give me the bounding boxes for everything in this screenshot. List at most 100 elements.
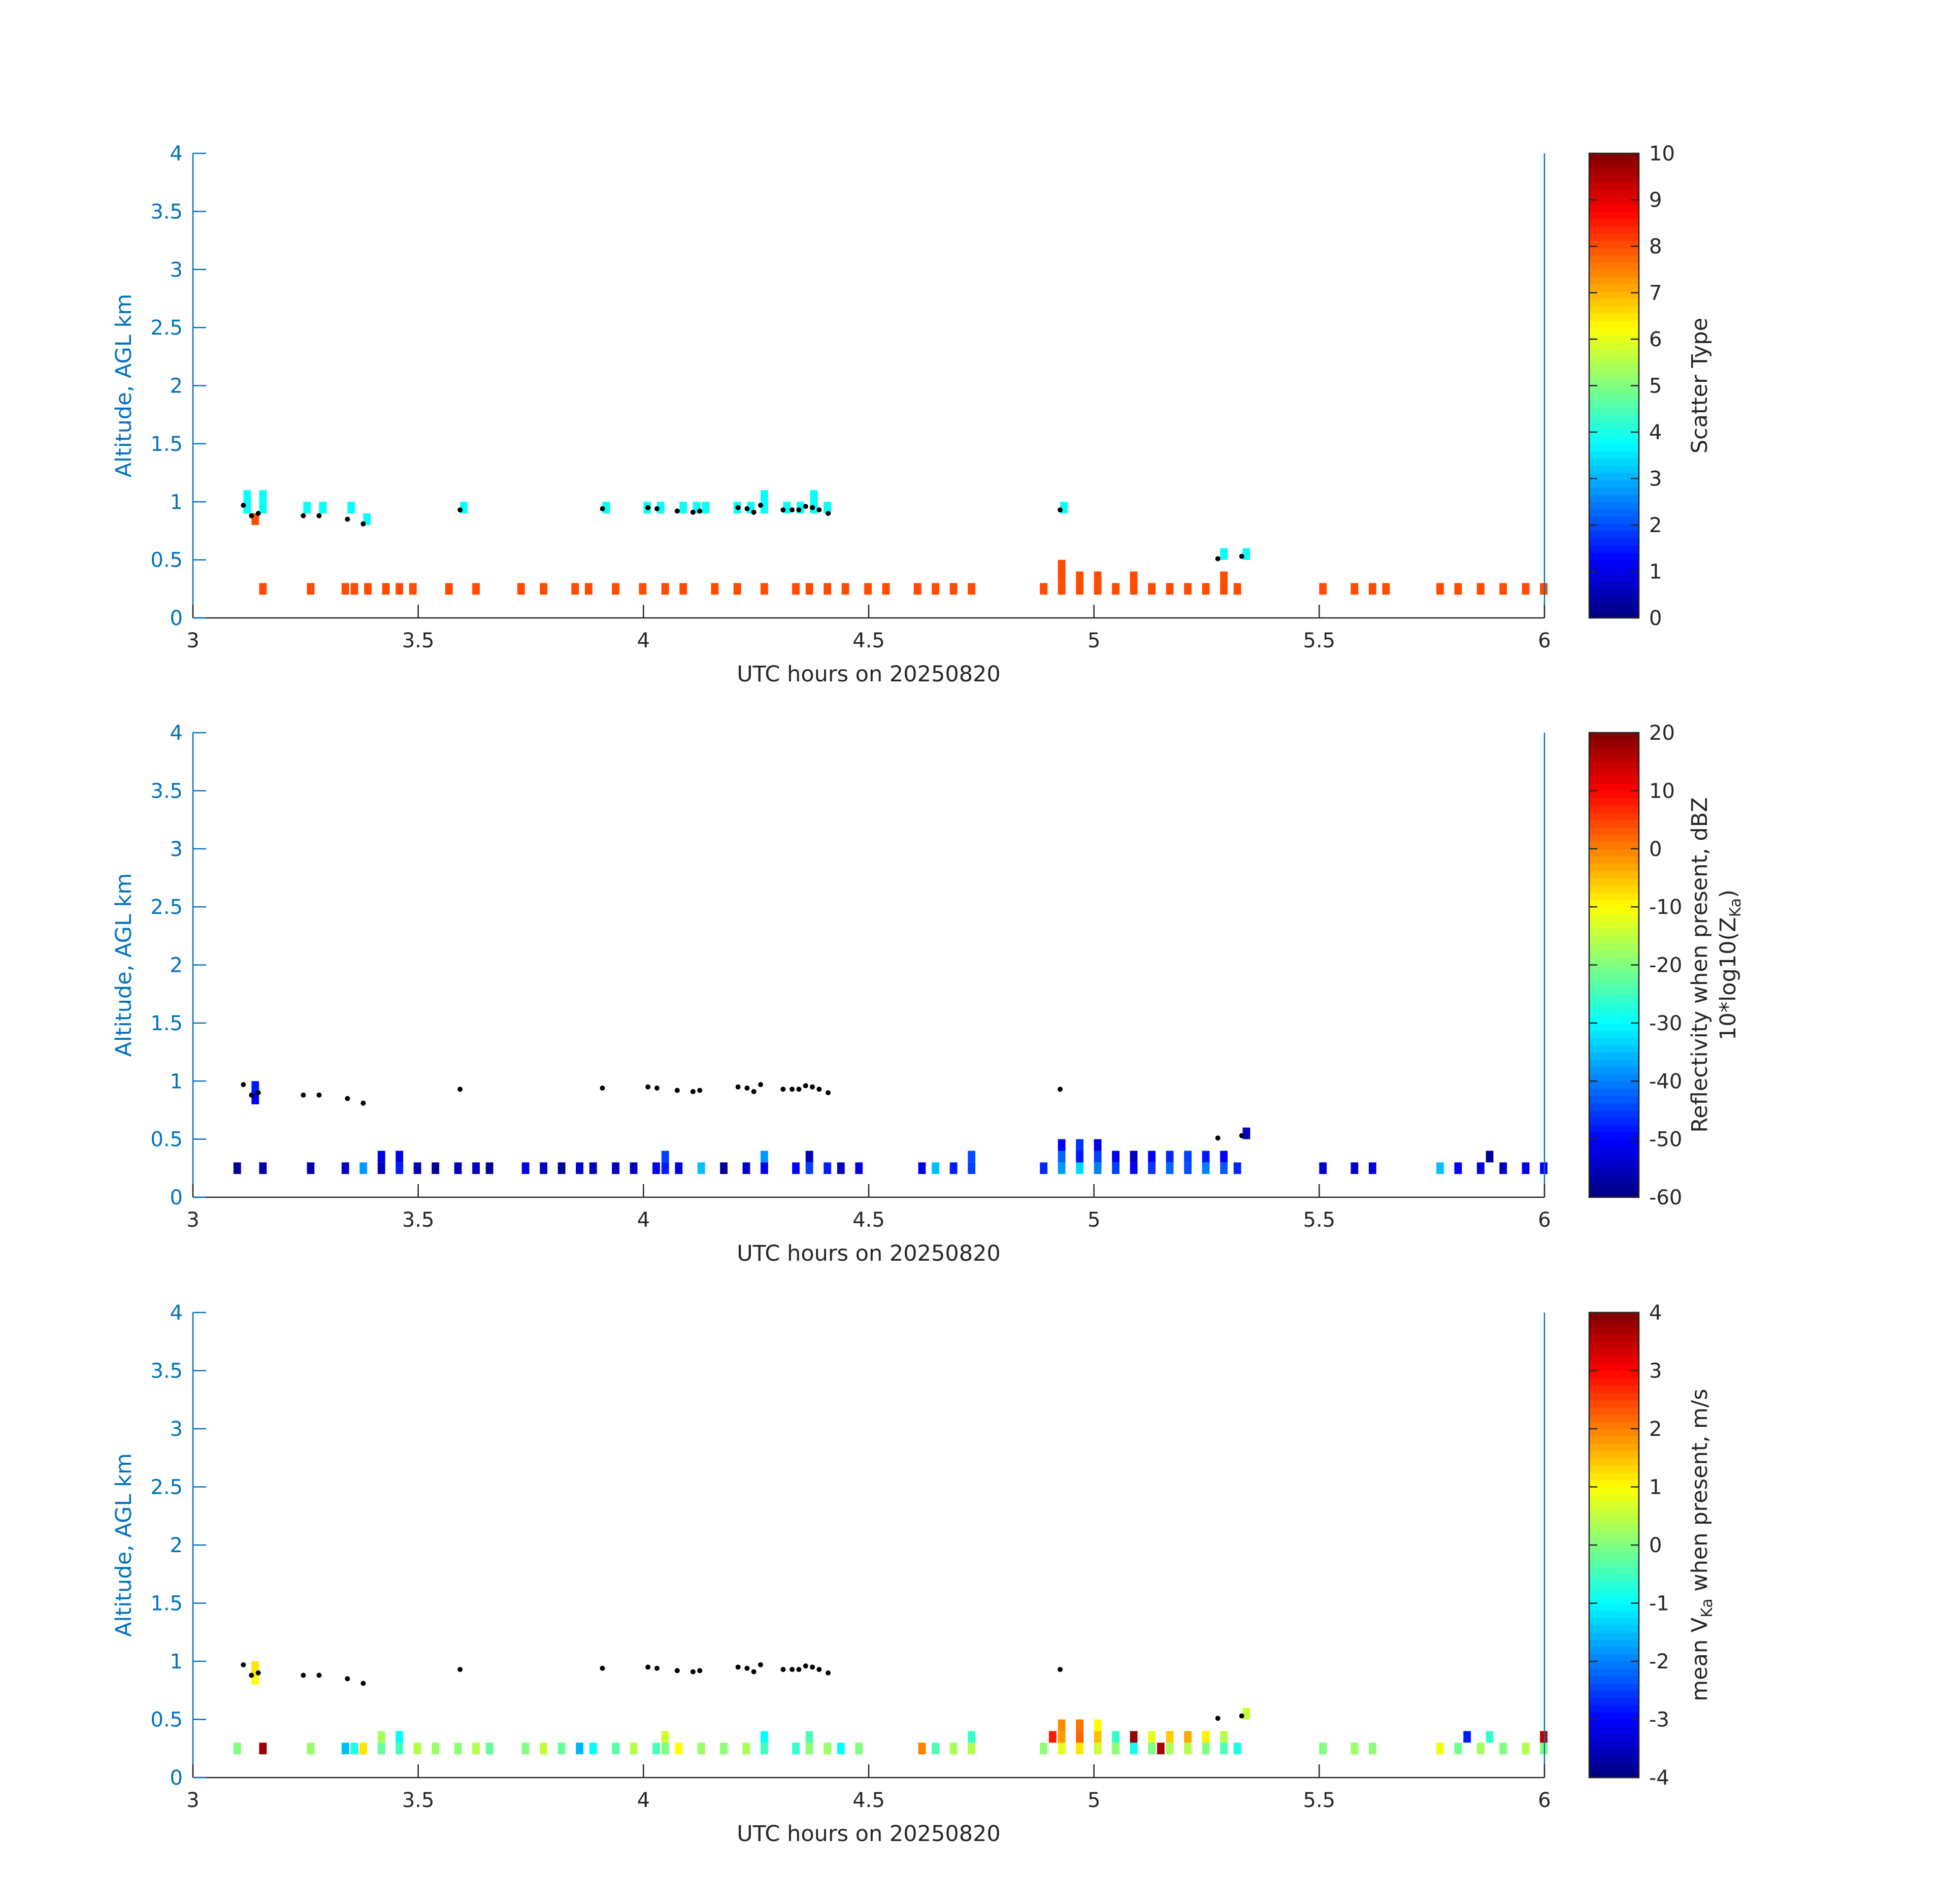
colorbar-segment bbox=[1589, 1748, 1639, 1756]
cloud-base-point bbox=[654, 1085, 660, 1091]
y-tick-label: 2 bbox=[170, 954, 183, 977]
heatmap-cell bbox=[1048, 1731, 1057, 1743]
colorbar-segment bbox=[1589, 545, 1639, 553]
x-tick-label: 4.5 bbox=[852, 1789, 885, 1812]
heatmap-cell bbox=[432, 1162, 440, 1174]
colorbar-segment bbox=[1589, 805, 1639, 813]
colorbar-tick-label: 2 bbox=[1649, 514, 1662, 537]
colorbar-segment bbox=[1589, 1110, 1639, 1118]
heatmap-cell bbox=[661, 1151, 669, 1163]
colorbar-segment bbox=[1589, 965, 1639, 973]
colorbar-segment bbox=[1589, 247, 1639, 255]
cloud-base-point bbox=[690, 1669, 696, 1675]
heatmap-cell bbox=[1076, 583, 1083, 595]
colorbar-segment bbox=[1589, 783, 1639, 792]
colorbar-tick-label: 0 bbox=[1649, 607, 1662, 630]
cloud-base-point bbox=[255, 1090, 261, 1096]
cloud-base-point bbox=[360, 1681, 366, 1686]
heatmap-cell bbox=[243, 490, 251, 502]
colorbar-tick-label: 4 bbox=[1649, 1301, 1662, 1325]
colorbar-segment bbox=[1589, 1095, 1639, 1103]
colorbar-segment bbox=[1589, 1320, 1639, 1328]
heatmap-cell bbox=[363, 513, 371, 525]
heatmap-cell bbox=[1202, 583, 1210, 595]
heatmap-cell bbox=[307, 583, 315, 595]
colorbar-segment bbox=[1589, 1494, 1639, 1502]
heatmap-cell bbox=[1130, 1151, 1138, 1163]
colorbar-segment bbox=[1589, 1146, 1639, 1155]
cloud-base-point bbox=[697, 508, 703, 514]
cloud-base-point bbox=[744, 506, 750, 511]
cloud-base-point bbox=[1215, 1135, 1221, 1141]
x-tick-label: 3 bbox=[186, 1789, 199, 1812]
x-axis-label: UTC hours on 20250820 bbox=[737, 1821, 1001, 1847]
heatmap-cell bbox=[1184, 583, 1192, 595]
heatmap-cell bbox=[1058, 1151, 1066, 1163]
colorbar-segment bbox=[1589, 1639, 1639, 1648]
heatmap-cell bbox=[949, 1743, 958, 1755]
x-tick-label: 6 bbox=[1538, 1789, 1551, 1812]
heatmap-cell bbox=[1112, 1731, 1120, 1743]
heatmap-cell bbox=[932, 1743, 940, 1755]
colorbar-segment bbox=[1589, 1125, 1639, 1133]
heatmap-cell bbox=[521, 1162, 530, 1174]
cloud-base-point bbox=[796, 1087, 802, 1092]
heatmap-cell bbox=[341, 1162, 349, 1174]
colorbar-segment bbox=[1589, 936, 1639, 944]
heatmap-cell bbox=[1184, 1162, 1192, 1174]
x-tick-label: 3.5 bbox=[402, 1208, 435, 1232]
colorbar-segment bbox=[1589, 1647, 1639, 1655]
heatmap-cell bbox=[913, 583, 921, 595]
heatmap-cell bbox=[1476, 1162, 1485, 1174]
colorbar-segment bbox=[1589, 1588, 1639, 1596]
colorbar-segment bbox=[1589, 863, 1639, 871]
x-tick-label: 5.5 bbox=[1303, 1208, 1336, 1232]
heatmap-cell bbox=[576, 1162, 584, 1174]
heatmap-cell bbox=[1233, 583, 1241, 595]
colorbar-segment bbox=[1589, 567, 1639, 575]
colorbar-tick-label: 7 bbox=[1649, 282, 1662, 305]
panel-2-colorbar: -60 -50 -40 -30 -20 -10 0 10 20 Reflectivity when… bbox=[1588, 721, 1744, 1209]
colorbar-segment bbox=[1589, 1726, 1639, 1734]
heatmap-cell bbox=[396, 1731, 404, 1743]
colorbar-segment bbox=[1589, 972, 1639, 980]
heatmap-cell bbox=[1242, 1127, 1250, 1139]
colorbar-segment bbox=[1589, 487, 1639, 495]
y-tick-label: 2 bbox=[170, 1534, 183, 1557]
cloud-base-point bbox=[780, 507, 786, 513]
cloud-base-point bbox=[803, 1663, 808, 1669]
cloud-base-point bbox=[345, 1676, 350, 1682]
y-tick-label: 0.5 bbox=[150, 1128, 183, 1152]
heatmap-cell bbox=[396, 583, 404, 595]
heatmap-cell bbox=[824, 1162, 832, 1174]
heatmap-cell bbox=[413, 1162, 421, 1174]
colorbar-segment bbox=[1589, 1334, 1639, 1342]
y-axis-label: Altitude, AGL km bbox=[111, 294, 137, 478]
heatmap-cell bbox=[679, 583, 687, 595]
colorbar-segment bbox=[1589, 1574, 1639, 1582]
heatmap-cell bbox=[1076, 1719, 1083, 1731]
heatmap-cell bbox=[485, 1162, 493, 1174]
heatmap-cell bbox=[805, 1743, 813, 1755]
heatmap-cell bbox=[1382, 583, 1390, 595]
colorbar-segment bbox=[1589, 436, 1639, 444]
panel-2-points bbox=[241, 1082, 1244, 1141]
cloud-base-point bbox=[697, 1088, 703, 1093]
heatmap-cell bbox=[761, 1151, 768, 1163]
heatmap-cell bbox=[918, 1162, 926, 1174]
heatmap-cell bbox=[1058, 560, 1066, 572]
colorbar-segment bbox=[1589, 1023, 1639, 1031]
heatmap-cell bbox=[1454, 1162, 1462, 1174]
x-tick-label: 5.5 bbox=[1303, 1789, 1336, 1812]
colorbar-segment bbox=[1589, 1052, 1639, 1060]
heatmap-cell bbox=[1040, 1162, 1048, 1174]
heatmap-cell bbox=[656, 502, 665, 514]
heatmap-cell bbox=[1220, 1162, 1228, 1174]
colorbar-tick-label: 3 bbox=[1649, 468, 1662, 491]
heatmap-cell bbox=[1486, 1151, 1494, 1163]
cloud-base-point bbox=[316, 513, 322, 518]
colorbar-segment bbox=[1589, 1066, 1639, 1074]
cloud-base-point bbox=[360, 1100, 366, 1106]
colorbar-segment bbox=[1589, 225, 1639, 234]
cloud-base-point bbox=[826, 511, 831, 516]
